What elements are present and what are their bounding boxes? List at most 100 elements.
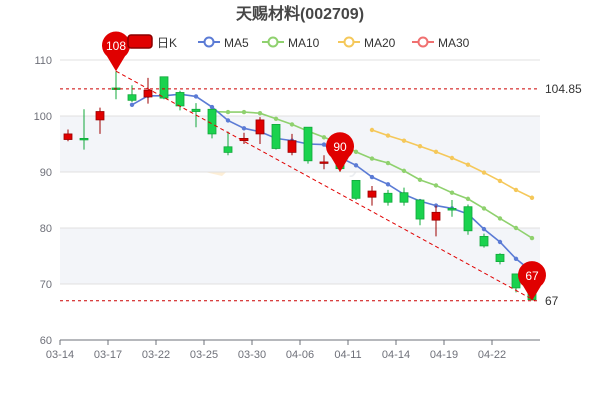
candle[interactable] bbox=[351, 179, 361, 200]
ma10-point bbox=[481, 206, 487, 211]
price-pin: 67 bbox=[518, 261, 546, 301]
candle-body bbox=[415, 199, 425, 220]
ma10-point bbox=[385, 160, 391, 166]
legend-item-k[interactable]: 日K bbox=[127, 34, 177, 50]
ma10-point bbox=[369, 156, 375, 161]
candle-body bbox=[95, 111, 105, 121]
candle-body bbox=[271, 124, 281, 149]
candle[interactable] bbox=[495, 253, 505, 265]
ma10-point bbox=[449, 190, 455, 195]
x-tick-label: 03-17 bbox=[94, 349, 122, 361]
ma5-point bbox=[209, 104, 215, 110]
ma10-point bbox=[225, 109, 231, 115]
price-pin: 90 bbox=[326, 132, 354, 172]
legend-label-k: 日K bbox=[157, 36, 177, 50]
candle[interactable] bbox=[303, 126, 313, 164]
candle-body bbox=[319, 161, 329, 164]
candle-body bbox=[223, 146, 233, 153]
candle[interactable] bbox=[383, 189, 393, 206]
ma5-point bbox=[481, 226, 487, 232]
grid-band bbox=[60, 228, 540, 284]
candle[interactable] bbox=[431, 205, 441, 237]
candle[interactable] bbox=[175, 90, 185, 111]
x-tick-label: 04-19 bbox=[430, 349, 458, 361]
chart-title: 天赐材料(002709) bbox=[236, 4, 364, 23]
candle-body bbox=[207, 108, 217, 135]
candle-body bbox=[63, 133, 73, 140]
legend-item-ma5[interactable]: MA5 bbox=[198, 36, 249, 50]
legend-ma30-marker bbox=[417, 36, 429, 48]
ma5-point bbox=[513, 256, 519, 261]
legend-k-swatch bbox=[127, 34, 153, 49]
candle-body bbox=[175, 92, 185, 107]
ma10-point bbox=[401, 168, 407, 174]
ma10-point bbox=[433, 183, 439, 188]
pin-label: 108 bbox=[106, 39, 126, 53]
x-tick-label: 03-30 bbox=[238, 349, 266, 361]
ma20-point bbox=[369, 127, 375, 133]
grid-band bbox=[60, 116, 540, 172]
y-tick-label: 100 bbox=[34, 111, 52, 123]
legend-ma10-marker bbox=[267, 36, 279, 48]
candle[interactable] bbox=[95, 107, 105, 134]
pin-marker bbox=[102, 31, 131, 72]
candle-body bbox=[159, 76, 169, 99]
legend: 日K MA5 MA10 MA20 MA30 bbox=[127, 34, 470, 50]
ma5-point bbox=[353, 163, 359, 168]
candle[interactable] bbox=[271, 124, 281, 150]
legend-label-ma20: MA20 bbox=[364, 36, 396, 50]
candle[interactable] bbox=[111, 71, 121, 100]
pin-marker bbox=[326, 132, 354, 172]
candle[interactable] bbox=[79, 109, 89, 150]
ma20-point bbox=[465, 162, 471, 167]
candle[interactable] bbox=[159, 76, 169, 100]
candle[interactable] bbox=[63, 129, 73, 142]
ma20-point bbox=[449, 155, 455, 161]
legend-item-ma30[interactable]: MA30 bbox=[412, 36, 470, 50]
candle[interactable] bbox=[223, 131, 233, 156]
x-tick-label: 04-11 bbox=[334, 349, 361, 361]
candle[interactable] bbox=[287, 133, 297, 156]
ma10-point bbox=[257, 111, 263, 116]
y-tick-label: 60 bbox=[40, 335, 52, 347]
candle-body bbox=[479, 235, 489, 247]
x-tick-label: 04-14 bbox=[382, 349, 410, 361]
ma20-point bbox=[513, 187, 519, 193]
candle[interactable] bbox=[415, 199, 425, 226]
candle[interactable] bbox=[367, 186, 377, 206]
y-tick-label: 110 bbox=[34, 55, 52, 67]
candle[interactable] bbox=[127, 85, 137, 102]
price-pin: 108 bbox=[102, 31, 131, 72]
ma10-point bbox=[241, 109, 247, 115]
y-tick-label: 90 bbox=[40, 167, 52, 179]
ma10-point bbox=[353, 149, 359, 155]
reference-label: 104.85 bbox=[545, 82, 582, 96]
ma10-point bbox=[289, 122, 295, 127]
candle-body bbox=[303, 126, 313, 162]
candle-body bbox=[431, 211, 441, 221]
y-tick-label: 70 bbox=[40, 279, 52, 291]
candle[interactable] bbox=[143, 77, 153, 104]
candle[interactable] bbox=[463, 204, 473, 235]
candle[interactable] bbox=[255, 117, 265, 144]
ma10-point bbox=[321, 135, 327, 140]
candle[interactable] bbox=[207, 108, 217, 139]
legend-label-ma10: MA10 bbox=[288, 36, 320, 50]
ma10-point bbox=[417, 177, 423, 183]
ma5-point bbox=[385, 182, 391, 187]
ma10-point bbox=[513, 225, 519, 231]
candle[interactable] bbox=[479, 233, 489, 248]
ma10-point bbox=[465, 196, 471, 202]
candle-body bbox=[447, 207, 457, 211]
pin-label: 67 bbox=[525, 269, 539, 283]
ma5-point bbox=[241, 126, 247, 131]
legend-item-ma20[interactable]: MA20 bbox=[338, 36, 396, 50]
legend-item-ma10[interactable]: MA10 bbox=[262, 36, 320, 50]
ma5-point bbox=[497, 239, 503, 245]
candle[interactable] bbox=[447, 200, 457, 217]
x-tick-label: 03-25 bbox=[190, 349, 218, 361]
candle-body bbox=[463, 206, 473, 232]
candle[interactable] bbox=[319, 155, 329, 170]
candle[interactable] bbox=[399, 187, 409, 206]
